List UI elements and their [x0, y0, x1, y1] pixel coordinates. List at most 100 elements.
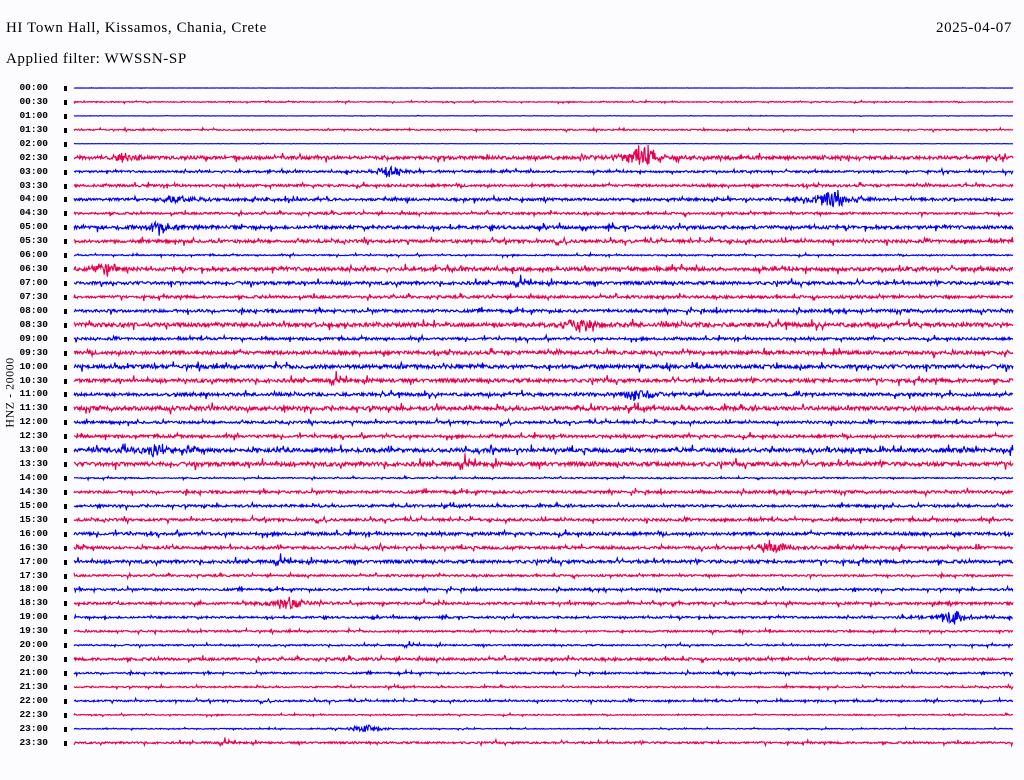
trace-0830 — [73, 318, 1014, 333]
helicorder-plot: 00:00 00:30 01:00 01:30 02:00 02:30 03:00 03:30… — [0, 78, 1024, 778]
axis-tick — [64, 364, 67, 370]
time-label-1200: 12:00 — [19, 416, 48, 428]
trace-1400 — [73, 474, 1014, 482]
time-label-2330: 23:30 — [19, 736, 48, 748]
trace-1200 — [73, 416, 1014, 428]
time-label-0500: 05:00 — [19, 221, 48, 233]
time-label-0400: 04:00 — [19, 193, 48, 205]
time-label-2100: 21:00 — [19, 667, 48, 679]
trace-0130 — [73, 126, 1014, 134]
time-label-0700: 07:00 — [19, 277, 48, 289]
trace-0500 — [73, 220, 1014, 236]
axis-tick — [64, 183, 67, 189]
time-label-0730: 07:30 — [19, 290, 48, 302]
trace-0800 — [73, 306, 1014, 317]
trace-2300 — [73, 724, 1013, 733]
trace-1330 — [73, 453, 1014, 471]
axis-tick — [64, 99, 67, 105]
time-label-2130: 21:30 — [19, 680, 48, 692]
time-label-1800: 18:00 — [19, 583, 48, 595]
time-label-0800: 08:00 — [19, 304, 48, 316]
trace-0600 — [73, 251, 1014, 260]
axis-tick — [64, 629, 67, 635]
axis-tick — [64, 336, 67, 342]
time-label-0830: 08:30 — [19, 318, 48, 330]
axis-tick — [64, 239, 67, 245]
time-label-1300: 13:00 — [19, 444, 48, 456]
trace-1700 — [73, 553, 1014, 568]
axis-tick — [64, 476, 67, 482]
trace-1000 — [73, 360, 1014, 373]
axis-tick — [64, 155, 67, 161]
trace-0330 — [73, 180, 1014, 191]
axis-tick — [64, 308, 67, 314]
time-label-0900: 09:00 — [19, 332, 48, 344]
seismogram-traces — [73, 86, 1014, 748]
time-label-2230: 22:30 — [19, 708, 48, 720]
axis-tick — [64, 406, 67, 412]
axis-tick — [64, 267, 67, 273]
axis-tick — [64, 448, 67, 454]
trace-0930 — [73, 346, 1014, 359]
trace-1500 — [73, 500, 1014, 512]
axis-tick — [64, 587, 67, 593]
trace-0000 — [73, 86, 1014, 90]
trace-0100 — [73, 114, 1014, 118]
axis-tick — [64, 545, 67, 551]
trace-2230 — [73, 711, 1014, 718]
axis-tick — [64, 141, 67, 147]
axis-tick — [64, 127, 67, 133]
trace-0700 — [73, 274, 1014, 289]
axis-tick — [64, 86, 67, 91]
time-label-1930: 19:30 — [19, 625, 48, 637]
trace-1230 — [73, 431, 1014, 442]
time-label-1430: 14:30 — [19, 485, 48, 497]
time-axis: 00:00 00:30 01:00 01:30 02:00 02:30 03:00 03:30… — [0, 78, 74, 778]
axis-tick — [64, 281, 67, 287]
axis-tick — [64, 253, 67, 259]
time-label-0100: 01:00 — [19, 109, 48, 121]
time-label-0230: 02:30 — [19, 151, 48, 163]
axis-tick — [64, 322, 67, 328]
time-label-0430: 04:30 — [19, 207, 48, 219]
axis-tick — [64, 726, 67, 732]
time-label-1530: 15:30 — [19, 513, 48, 525]
axis-tick — [64, 559, 67, 565]
record-date: 2025-04-07 — [936, 20, 1012, 36]
trace-0400 — [73, 189, 1014, 208]
time-label-2030: 20:30 — [19, 653, 48, 665]
time-label-0030: 00:30 — [19, 95, 48, 107]
trace-1430 — [73, 486, 1014, 498]
trace-1900 — [74, 611, 1014, 626]
time-label-0600: 06:00 — [19, 249, 48, 261]
axis-tick — [64, 211, 67, 217]
axis-tick — [64, 517, 67, 523]
axis-tick — [64, 350, 67, 356]
axis-tick — [64, 420, 67, 426]
time-label-1100: 11:00 — [19, 388, 48, 400]
trace-0230 — [73, 144, 1014, 166]
time-label-0200: 02:00 — [19, 137, 48, 149]
time-label-1630: 16:30 — [19, 541, 48, 553]
axis-tick — [64, 671, 67, 677]
trace-1030 — [73, 371, 1014, 386]
trace-1530 — [73, 513, 1014, 526]
time-label-0000: 00:00 — [19, 82, 48, 93]
axis-tick — [64, 698, 67, 704]
trace-2200 — [73, 696, 1014, 706]
axis-tick — [64, 615, 67, 621]
trace-0900 — [73, 333, 1013, 345]
time-label-1700: 17:00 — [19, 555, 48, 567]
trace-1100 — [73, 389, 1014, 401]
trace-2000 — [73, 640, 1014, 650]
axis-tick — [64, 643, 67, 649]
trace-0730 — [73, 292, 1013, 302]
axis-tick — [64, 573, 67, 579]
trace-1730 — [73, 570, 1014, 581]
trace-2100 — [73, 668, 1014, 678]
axis-tick — [64, 225, 67, 231]
time-label-2200: 22:00 — [19, 694, 48, 706]
axis-tick — [64, 434, 67, 440]
axis-tick — [64, 489, 67, 495]
time-label-1400: 14:00 — [19, 472, 48, 484]
